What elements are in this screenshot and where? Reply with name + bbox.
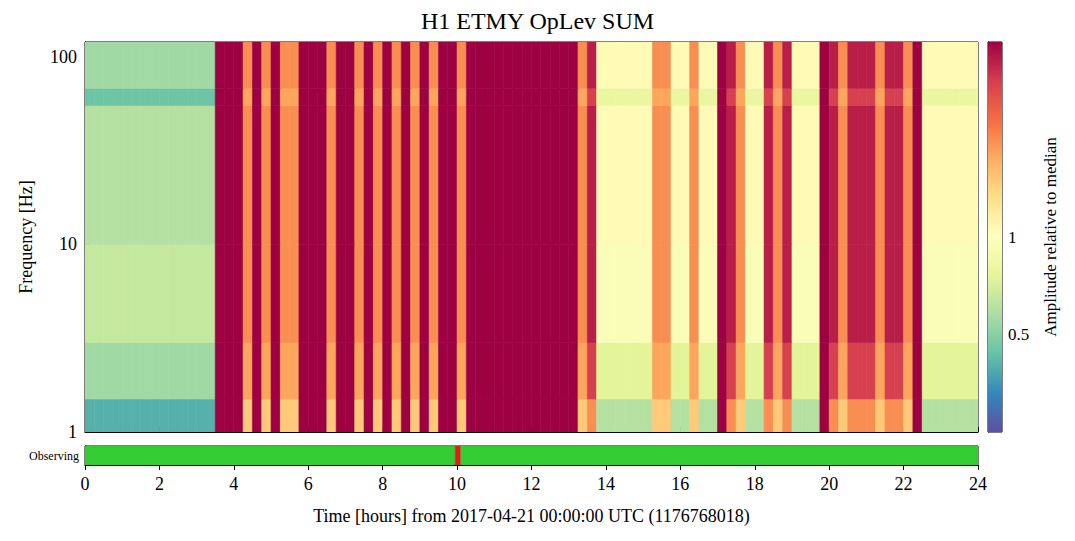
svg-text:22: 22 [895, 474, 913, 494]
svg-text:10: 10 [448, 474, 466, 494]
svg-text:14: 14 [597, 474, 615, 494]
svg-text:Amplitude relative to median: Amplitude relative to median [1041, 137, 1060, 337]
svg-text:2: 2 [155, 474, 164, 494]
svg-text:1: 1 [1008, 228, 1017, 247]
svg-text:24: 24 [969, 474, 987, 494]
svg-text:12: 12 [523, 474, 541, 494]
svg-text:20: 20 [820, 474, 838, 494]
svg-text:H1 ETMY OpLev SUM: H1 ETMY OpLev SUM [421, 8, 654, 34]
svg-text:18: 18 [746, 474, 764, 494]
svg-text:Observing: Observing [29, 449, 79, 463]
svg-text:0: 0 [81, 474, 90, 494]
svg-text:100: 100 [50, 47, 77, 67]
svg-text:6: 6 [304, 474, 313, 494]
svg-text:Frequency [Hz]: Frequency [Hz] [16, 180, 36, 293]
svg-text:10: 10 [59, 234, 77, 254]
svg-text:0.5: 0.5 [1008, 325, 1029, 344]
svg-text:4: 4 [229, 474, 238, 494]
svg-text:1: 1 [68, 422, 77, 442]
svg-text:8: 8 [378, 474, 387, 494]
svg-text:16: 16 [671, 474, 689, 494]
svg-text:Time [hours] from 2017-04-21 0: Time [hours] from 2017-04-21 00:00:00 UT… [313, 506, 750, 527]
